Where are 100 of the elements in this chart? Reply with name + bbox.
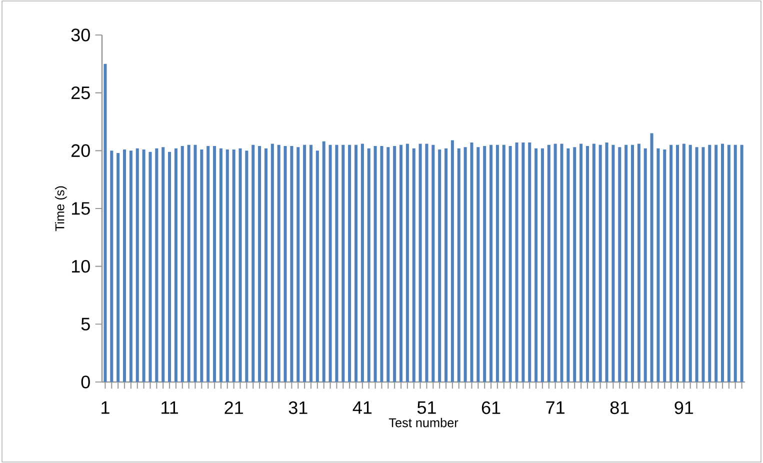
bar <box>284 146 287 382</box>
bar <box>432 144 435 382</box>
bar <box>110 150 114 382</box>
bar <box>644 148 647 382</box>
bar <box>605 142 608 382</box>
y-tick-label: 5 <box>81 318 90 330</box>
bar <box>155 148 158 382</box>
bar <box>258 146 262 382</box>
bar <box>438 150 442 382</box>
x-tick-label: 1 <box>102 401 110 414</box>
bar <box>483 146 486 382</box>
bar <box>695 147 698 382</box>
bar <box>450 140 454 382</box>
bar <box>148 152 152 382</box>
y-tick-label: 0 <box>81 376 90 388</box>
bar <box>637 144 640 382</box>
bar <box>714 144 718 382</box>
bar <box>168 152 172 382</box>
bar <box>740 144 744 382</box>
bar <box>386 147 390 382</box>
bar <box>290 146 294 382</box>
bar <box>508 146 512 382</box>
bar <box>129 150 132 382</box>
bar <box>554 144 557 382</box>
bar <box>592 144 596 382</box>
bar <box>380 146 384 382</box>
bar <box>490 144 493 382</box>
bar <box>174 148 178 382</box>
bar <box>360 144 364 382</box>
y-tick-label: 20 <box>72 144 90 158</box>
x-tick-label: 51 <box>417 401 436 414</box>
bar <box>200 150 204 382</box>
bar <box>303 144 306 382</box>
bar <box>676 144 679 382</box>
bar <box>399 144 403 382</box>
bar <box>425 144 428 382</box>
bar <box>342 144 345 382</box>
x-tick-label: 91 <box>674 401 694 414</box>
bar <box>534 148 538 382</box>
bar <box>586 146 589 382</box>
x-tick-label: 21 <box>224 401 243 414</box>
bar <box>367 148 370 382</box>
bar <box>335 144 338 382</box>
x-tick-label: 71 <box>546 401 564 414</box>
bar <box>393 146 396 382</box>
bar <box>123 150 126 382</box>
bar <box>213 146 216 382</box>
bar <box>528 142 532 382</box>
bar <box>560 144 564 382</box>
bar <box>734 144 737 382</box>
bar <box>727 144 730 382</box>
bar <box>232 150 236 382</box>
bar <box>418 144 422 382</box>
bar <box>270 144 274 382</box>
bar <box>650 133 654 382</box>
bar <box>238 148 242 382</box>
bar <box>612 144 615 382</box>
bar <box>656 148 660 382</box>
bar <box>580 144 583 382</box>
bar <box>309 144 312 382</box>
bar <box>598 144 602 382</box>
bar <box>708 144 712 382</box>
x-tick-label: 81 <box>610 401 629 414</box>
bar <box>573 147 576 382</box>
bar <box>464 147 467 382</box>
bar <box>476 147 480 382</box>
bar <box>136 148 139 382</box>
y-tick-label: 10 <box>72 260 90 273</box>
bar <box>194 144 197 382</box>
bar <box>245 150 248 382</box>
y-axis-title: Time (s) <box>54 186 67 232</box>
bar <box>702 147 705 382</box>
bar <box>277 144 280 382</box>
bar <box>354 144 358 382</box>
bar <box>624 144 628 382</box>
bar <box>720 144 724 382</box>
bar <box>252 144 255 382</box>
bar <box>444 148 448 382</box>
y-tick-label: 25 <box>72 86 90 100</box>
bar <box>142 150 146 382</box>
bar <box>264 148 268 382</box>
bar <box>116 152 120 382</box>
x-tick-label: 11 <box>162 401 178 414</box>
bar <box>412 148 416 382</box>
bar <box>374 146 377 382</box>
bar <box>618 147 622 382</box>
bar <box>515 142 518 382</box>
bar <box>296 147 300 382</box>
x-tick-label: 61 <box>482 401 500 414</box>
bar <box>104 64 107 382</box>
bar <box>540 148 544 382</box>
y-tick-label: 30 <box>71 28 90 42</box>
bar <box>316 150 319 382</box>
x-tick-label: 31 <box>288 401 308 414</box>
bar <box>226 150 229 382</box>
bar <box>566 148 570 382</box>
bar <box>322 141 326 382</box>
bar <box>348 144 352 382</box>
bar <box>502 144 506 382</box>
bar <box>219 148 222 382</box>
